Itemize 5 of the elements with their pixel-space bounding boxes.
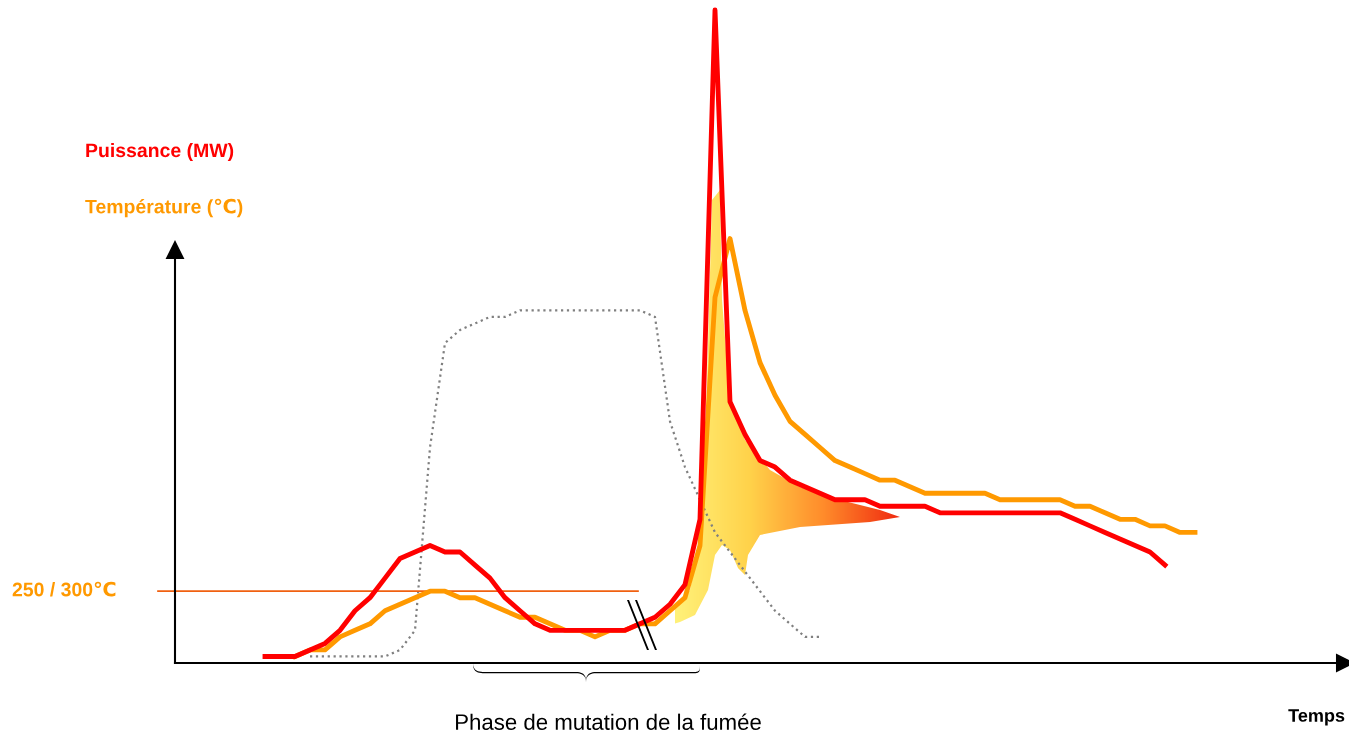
x-axis-title: Temps <box>1288 709 1345 726</box>
text: Phase de mutation de la fumée <box>456 713 761 730</box>
text: Puissance (MW) <box>86 142 234 162</box>
ref-line-label: 250 / 300℃ <box>12 581 116 597</box>
text: Température (℃) <box>85 198 243 218</box>
